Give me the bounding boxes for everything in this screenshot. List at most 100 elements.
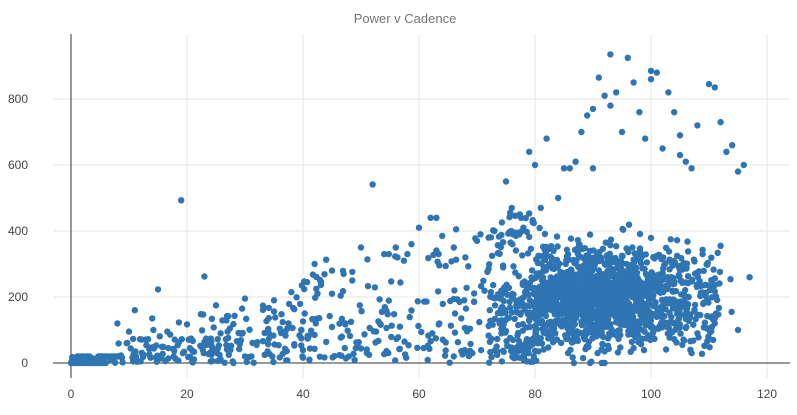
data-point — [357, 345, 365, 352]
data-point — [636, 109, 643, 116]
data-point — [641, 265, 648, 273]
data-point — [708, 294, 716, 301]
data-point — [636, 296, 643, 304]
data-point — [298, 342, 305, 349]
data-point — [189, 359, 196, 366]
data-point — [601, 92, 608, 99]
data-point — [690, 321, 697, 328]
data-point — [450, 244, 457, 251]
data-point — [451, 287, 458, 294]
data-point — [559, 300, 566, 307]
data-point — [662, 282, 670, 289]
data-point — [313, 273, 320, 281]
data-point — [531, 347, 539, 354]
data-point — [536, 224, 543, 232]
data-point — [510, 263, 517, 270]
data-point — [296, 300, 304, 308]
data-point — [683, 260, 691, 267]
data-point — [156, 333, 163, 340]
data-point — [641, 286, 648, 293]
data-point — [680, 336, 687, 343]
data-point — [564, 251, 572, 258]
data-point — [616, 311, 623, 318]
data-point — [658, 254, 665, 262]
data-point — [716, 280, 723, 287]
data-point — [708, 328, 715, 335]
data-point — [544, 298, 551, 305]
data-point — [291, 306, 298, 313]
data-point — [284, 325, 291, 332]
data-point — [599, 319, 607, 327]
data-point — [480, 277, 487, 284]
data-point — [589, 165, 597, 172]
data-point — [486, 307, 493, 314]
data-point — [76, 356, 83, 364]
data-point — [665, 248, 673, 255]
data-point — [394, 254, 401, 261]
data-point — [585, 260, 593, 268]
data-point — [265, 304, 272, 312]
data-point — [179, 349, 187, 357]
data-point — [566, 165, 573, 172]
data-point — [241, 353, 249, 360]
data-point — [599, 289, 607, 297]
data-point — [415, 224, 423, 231]
data-point — [427, 338, 434, 345]
data-point — [716, 268, 724, 276]
data-point — [230, 359, 237, 367]
data-point — [700, 267, 707, 275]
data-point — [643, 259, 651, 266]
data-point — [385, 250, 392, 258]
data-point — [538, 319, 546, 326]
data-point — [341, 344, 348, 352]
data-point — [524, 310, 531, 317]
data-point — [388, 278, 395, 285]
data-point — [363, 346, 370, 353]
data-point — [649, 287, 656, 294]
data-point — [685, 317, 692, 324]
data-point — [299, 353, 306, 360]
data-point — [336, 320, 343, 327]
data-point — [514, 332, 521, 339]
data-point — [578, 128, 585, 136]
data-point — [276, 325, 283, 332]
data-point — [154, 352, 161, 359]
data-point — [153, 358, 160, 365]
data-point — [225, 351, 232, 358]
data-point — [298, 326, 305, 334]
data-point — [259, 338, 267, 345]
data-point — [451, 329, 459, 336]
data-point — [346, 332, 354, 340]
data-point — [494, 291, 502, 298]
data-point — [519, 279, 526, 286]
data-point — [500, 320, 507, 328]
data-point — [178, 197, 185, 204]
data-point — [567, 317, 574, 325]
data-point — [588, 358, 595, 365]
data-point — [535, 304, 542, 311]
data-point — [545, 344, 552, 351]
data-point — [605, 345, 612, 352]
data-point — [285, 320, 292, 327]
data-point — [372, 339, 379, 346]
data-point — [153, 342, 160, 349]
data-point — [306, 345, 314, 352]
data-point — [578, 318, 585, 325]
data-point — [642, 292, 649, 299]
data-point — [627, 348, 634, 355]
data-point — [566, 269, 573, 276]
data-point — [487, 288, 495, 296]
data-point — [435, 250, 442, 258]
data-point — [241, 295, 249, 302]
x-tick-label: 0 — [68, 387, 75, 401]
data-point — [595, 308, 602, 316]
data-point — [493, 343, 500, 350]
data-point — [734, 168, 742, 175]
data-point — [528, 274, 535, 281]
data-point — [549, 265, 556, 272]
data-point — [477, 231, 484, 238]
data-point — [604, 291, 612, 298]
data-point — [570, 256, 578, 264]
data-point — [551, 257, 558, 264]
data-point — [439, 336, 446, 343]
